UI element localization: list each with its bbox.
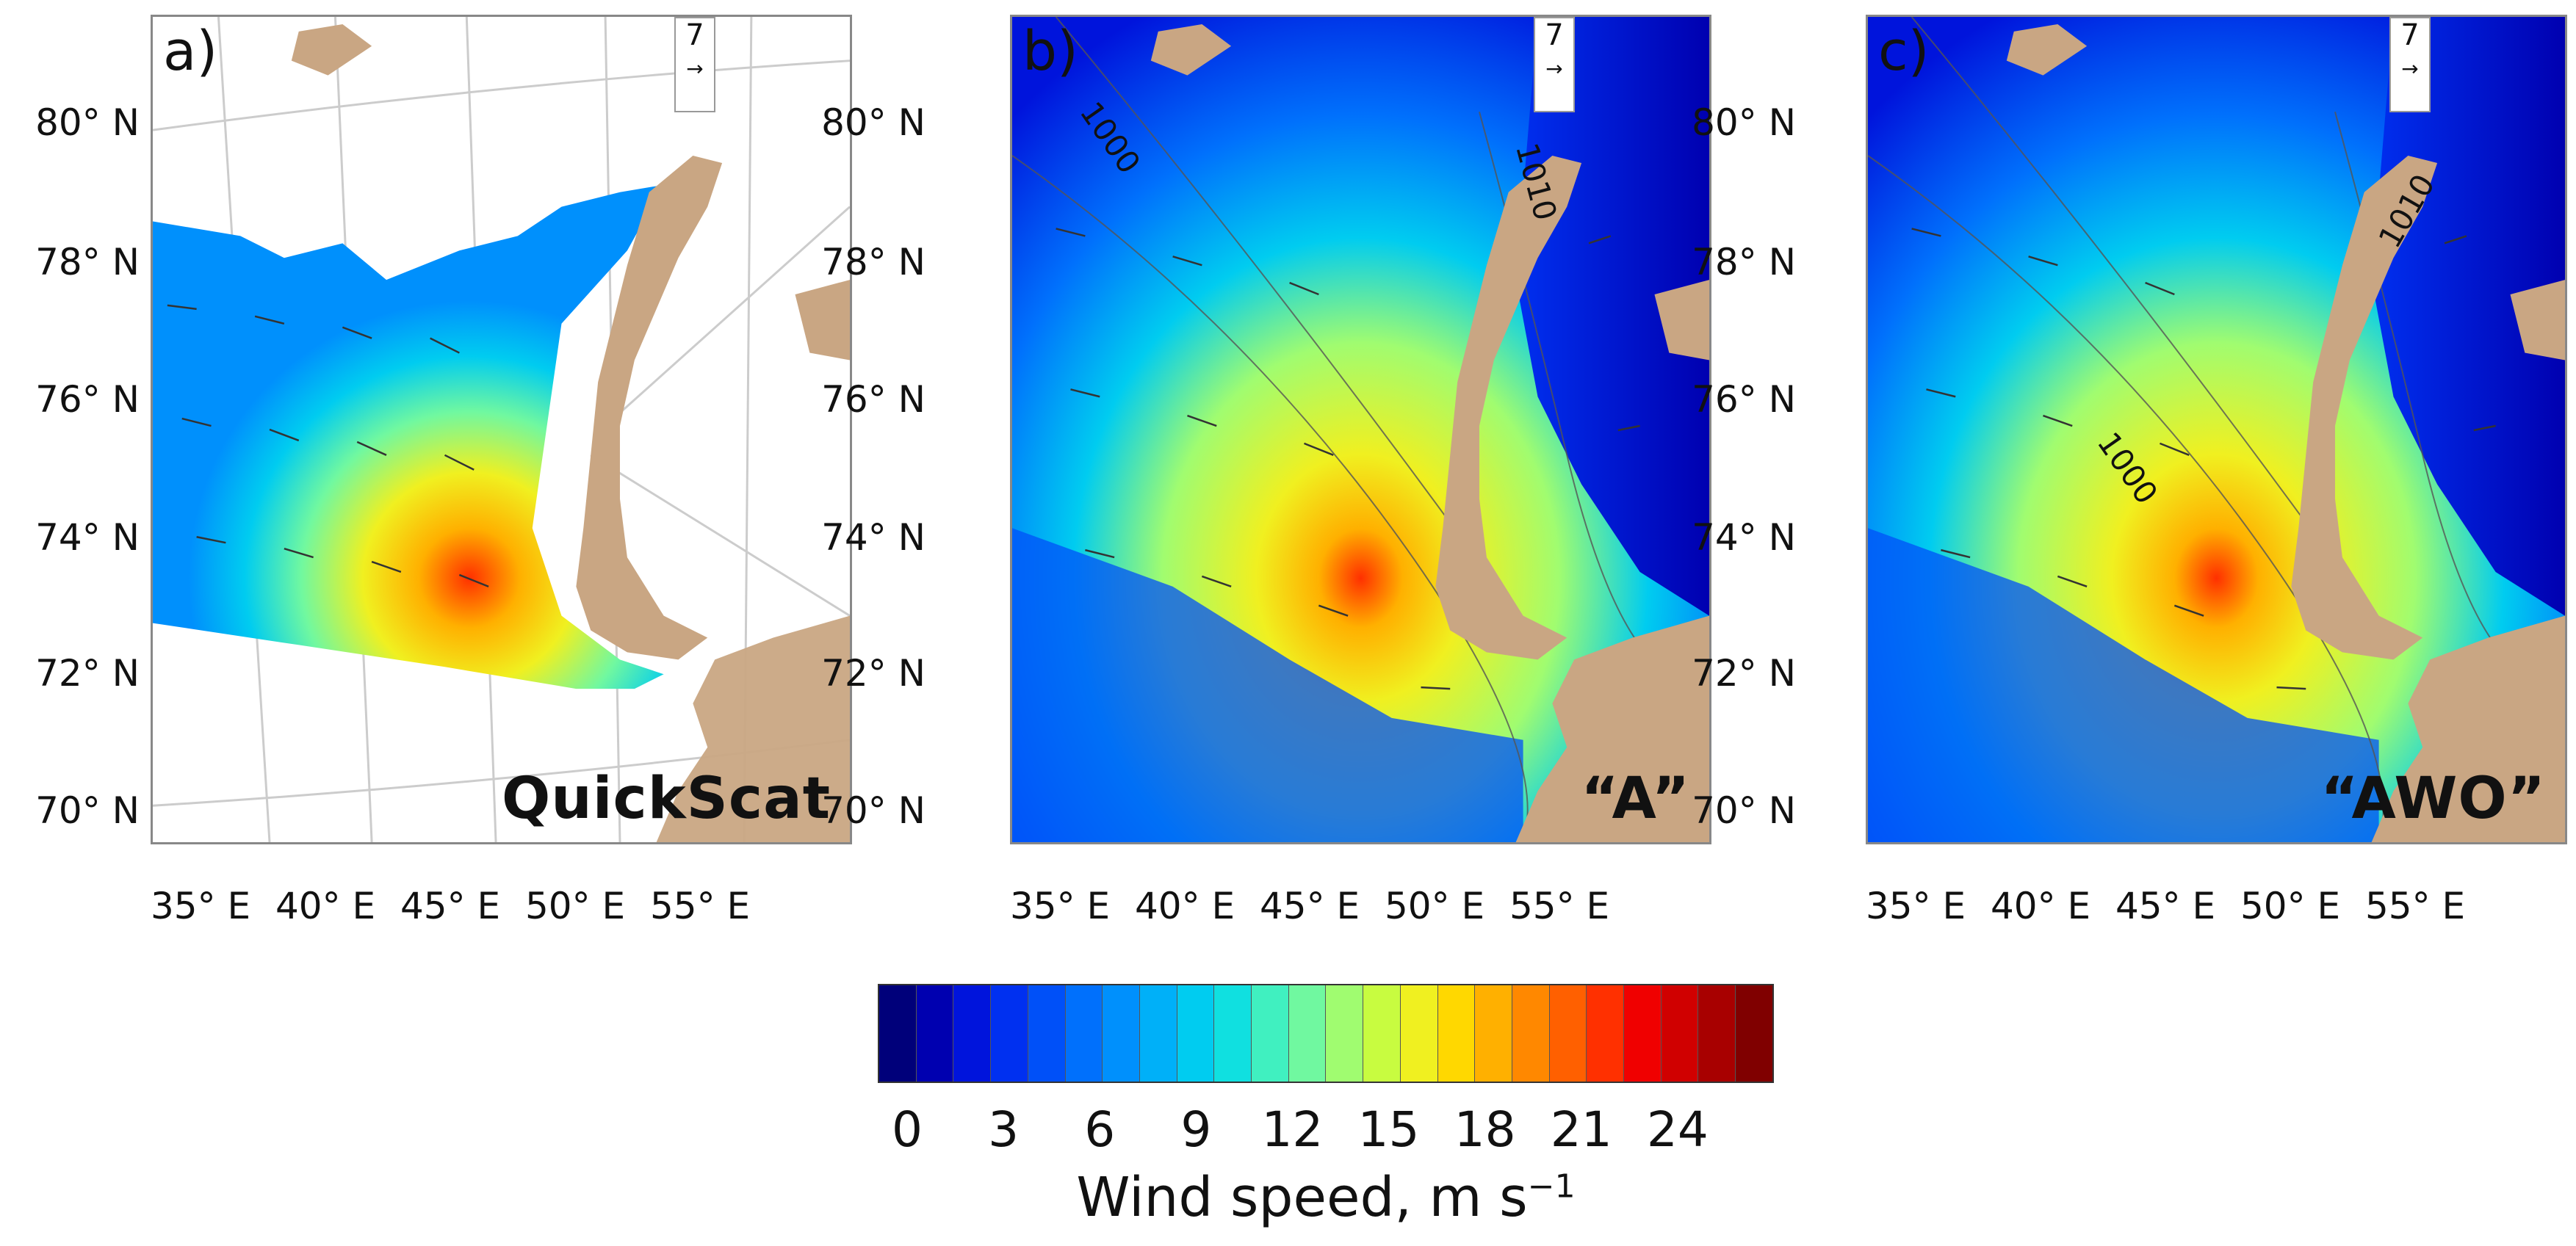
colorbar-segment (1139, 985, 1177, 1082)
colorbar-tick-label: 9 (1180, 1101, 1212, 1158)
lat-label: 72° N (35, 652, 140, 695)
colorbar-segment (1363, 985, 1401, 1082)
colorbar-label-exponent: −1 (1527, 1167, 1576, 1206)
lat-label: 78° N (35, 241, 140, 283)
map-name-a: “A” (1581, 766, 1690, 832)
colorbar-tick-label: 24 (1646, 1101, 1709, 1158)
lon-label: 45° E (400, 885, 501, 927)
map-quickscat (153, 17, 850, 842)
colorbar-segment (879, 985, 917, 1082)
colorbar-segment (1736, 985, 1772, 1082)
lat-label: 70° N (821, 789, 926, 832)
quickscat-swath (153, 184, 664, 689)
lat-label: 76° N (821, 378, 926, 421)
lat-label: 78° N (1692, 241, 1796, 283)
reference-vector-box: 7 → (674, 17, 715, 112)
map-panel-a: 7 → 1000 1010 b) “A” (1010, 15, 1711, 844)
colorbar-segment (1587, 985, 1625, 1082)
lon-label: 45° E (2115, 885, 2216, 927)
colorbar-label: Wind speed, m s−1 (1076, 1166, 1575, 1229)
colorbar-label-text: Wind speed, m s (1076, 1166, 1528, 1229)
lat-label: 72° N (821, 652, 926, 695)
reference-vector-value: 7 (685, 18, 704, 52)
lon-label: 40° E (275, 885, 376, 927)
map-name-awo: “AWO” (2320, 766, 2546, 832)
lat-label: 80° N (1692, 101, 1796, 144)
reference-vector-arrow: → (2401, 57, 2419, 81)
reference-vector-value: 7 (2400, 18, 2420, 52)
lon-label: 50° E (525, 885, 626, 927)
lat-label: 76° N (1692, 378, 1796, 421)
map-model-a (1012, 17, 1709, 842)
lat-label: 80° N (821, 101, 926, 144)
colorbar-segment (1214, 985, 1252, 1082)
colorbar-tick-label: 21 (1550, 1101, 1612, 1158)
colorbar-segment (1326, 985, 1364, 1082)
colorbar-tick-label: 6 (1084, 1101, 1116, 1158)
colorbar-tick-label: 12 (1261, 1101, 1324, 1158)
colorbar-segment (1549, 985, 1587, 1082)
lat-label: 74° N (821, 516, 926, 559)
reference-vector-arrow: → (1545, 57, 1563, 81)
lat-label: 76° N (35, 378, 140, 421)
colorbar-segment (953, 985, 992, 1082)
map-name-quickscat: QuickScat (501, 766, 831, 832)
panel-label-b: b) (1022, 20, 1078, 83)
colorbar-segment (1624, 985, 1662, 1082)
panel-label-a: a) (163, 20, 218, 83)
map-model-awo (1868, 17, 2565, 842)
colorbar-segment (1661, 985, 1699, 1082)
lon-label: 55° E (1509, 885, 1610, 927)
lon-label: 45° E (1260, 885, 1360, 927)
panel-label-c: c) (1878, 20, 1930, 83)
colorbar-tick-label: 15 (1357, 1101, 1420, 1158)
colorbar-tick-label: 0 (892, 1101, 923, 1158)
colorbar-segment (1177, 985, 1215, 1082)
reference-vector-box: 7 → (1534, 17, 1575, 112)
colorbar-segment (1252, 985, 1289, 1082)
colorbar-segment (1512, 985, 1550, 1082)
colorbar (878, 984, 1774, 1083)
lat-label: 70° N (1692, 789, 1796, 832)
map-panel-awo: 7 → 1000 1010 c) “AWO” (1866, 15, 2567, 844)
colorbar-segment (1065, 985, 1103, 1082)
reference-vector-arrow: → (686, 57, 704, 81)
colorbar-segment (916, 985, 954, 1082)
lon-label: 50° E (2240, 885, 2341, 927)
lon-label: 35° E (1010, 885, 1111, 927)
lon-label: 35° E (151, 885, 251, 927)
lat-label: 80° N (35, 101, 140, 144)
colorbar-tick-label: 18 (1454, 1101, 1516, 1158)
colorbar-segment (991, 985, 1028, 1082)
colorbar-segment (1437, 985, 1476, 1082)
colorbar-segment (1698, 985, 1736, 1082)
lat-label: 74° N (1692, 516, 1796, 559)
colorbar-segment (1400, 985, 1438, 1082)
lat-label: 72° N (1692, 652, 1796, 695)
colorbar-segment (1475, 985, 1512, 1082)
colorbar-tick-label: 3 (988, 1101, 1020, 1158)
lat-label: 78° N (821, 241, 926, 283)
lon-label: 40° E (1135, 885, 1235, 927)
lon-label: 50° E (1385, 885, 1485, 927)
colorbar-segment (1028, 985, 1066, 1082)
lat-label: 74° N (35, 516, 140, 559)
lon-label: 35° E (1866, 885, 1966, 927)
map-panel-quickscat: 7 → a) QuickScat (151, 15, 852, 844)
colorbar-segment (1103, 985, 1140, 1082)
lon-label: 40° E (1991, 885, 2091, 927)
colorbar-segment (1288, 985, 1327, 1082)
lon-label: 55° E (2365, 885, 2466, 927)
reference-vector-value: 7 (1545, 18, 1564, 52)
reference-vector-box: 7 → (2389, 17, 2431, 112)
lon-label: 55° E (650, 885, 751, 927)
lat-label: 70° N (35, 789, 140, 832)
